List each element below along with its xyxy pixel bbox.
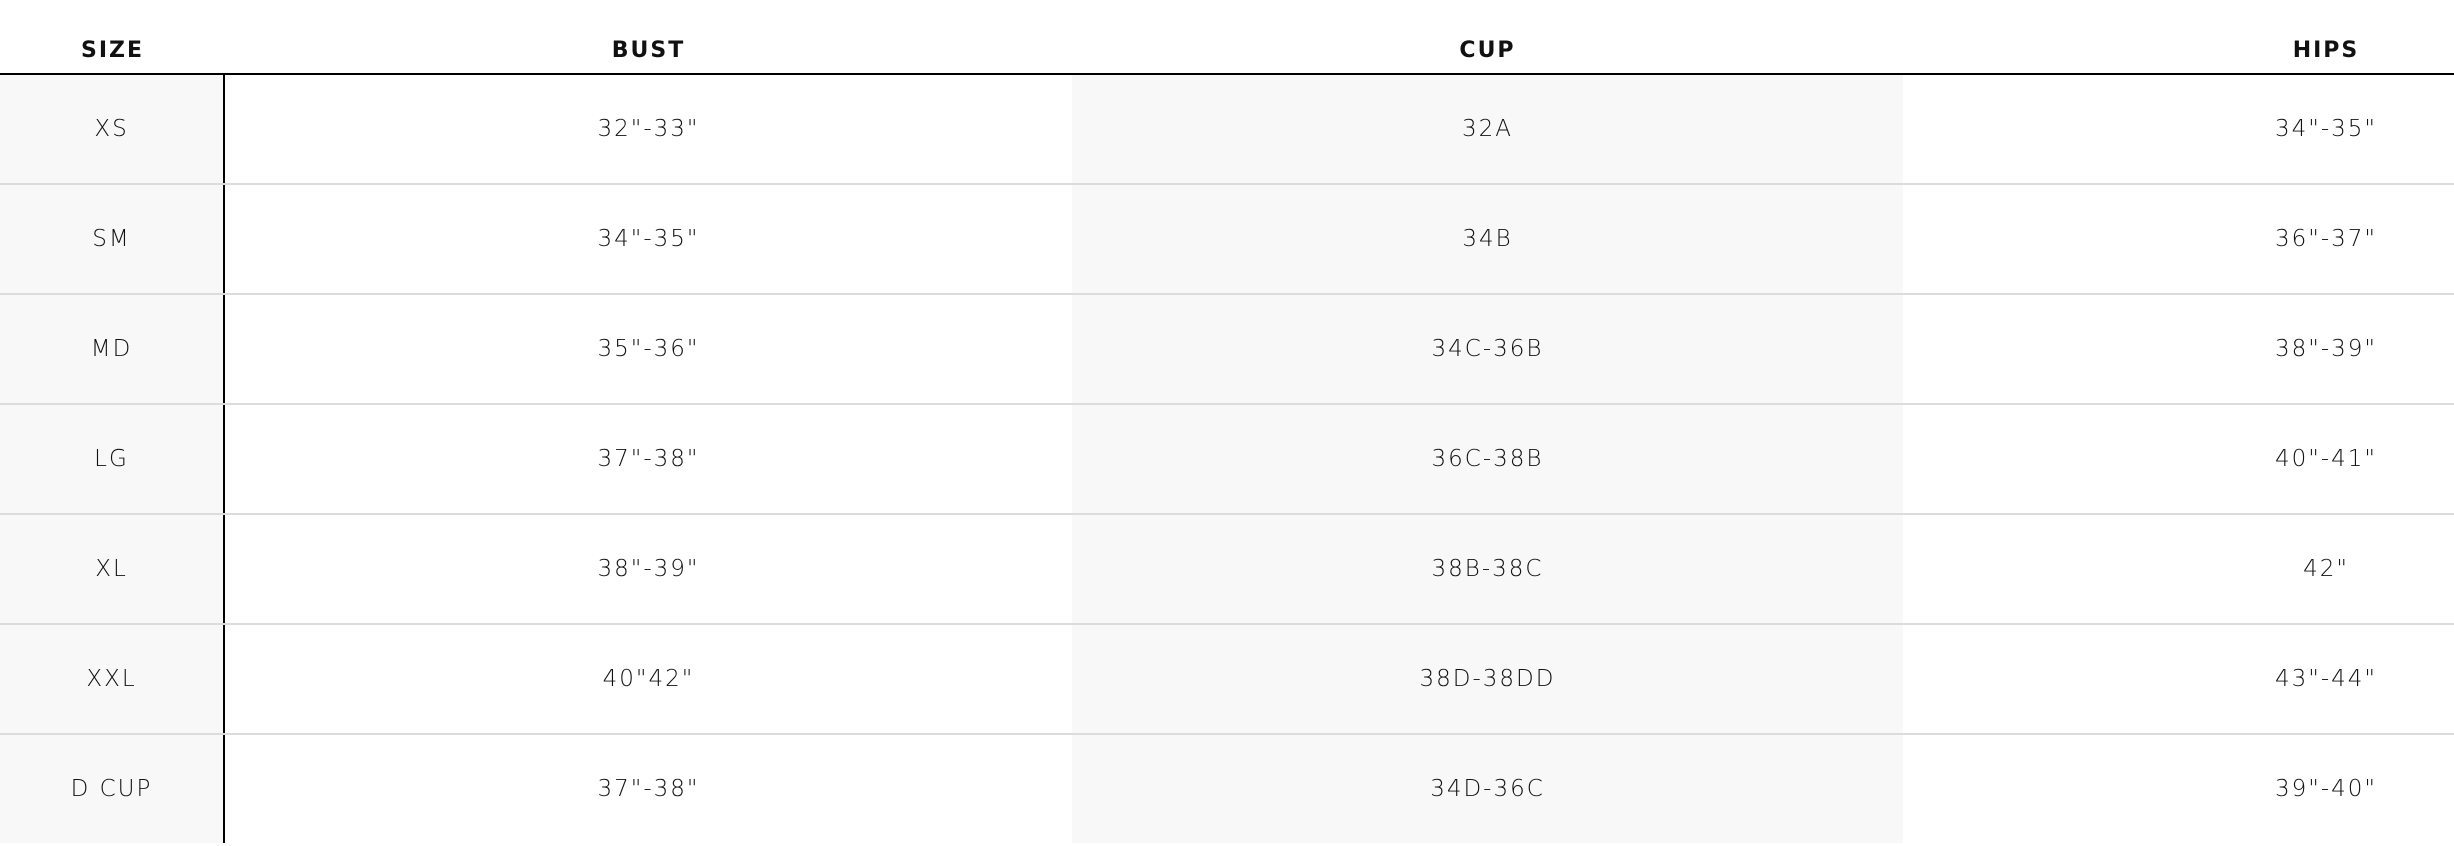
header-bust: BUST — [611, 38, 686, 63]
cup-cell: 32A — [1072, 75, 1903, 183]
hips-cell: 43"-44" — [2275, 666, 2377, 692]
table-row: XXL 40"42" 38D-38DD 43"-44" — [0, 623, 2454, 733]
bust-cell: 37"-38" — [597, 446, 700, 472]
cup-cell: 34D-36C — [1072, 735, 1903, 843]
header-size: SIZE — [80, 38, 144, 63]
header-hips: HIPS — [2292, 38, 2360, 63]
bust-cell: 38"-39" — [597, 556, 700, 582]
bust-cell: 34"-35" — [597, 226, 700, 252]
size-cell: D CUP — [0, 735, 225, 843]
hips-cell: 34"-35" — [2275, 116, 2377, 142]
table-row: D CUP 37"-38" 34D-36C 39"-40" — [0, 733, 2454, 843]
size-cell: XXL — [0, 625, 225, 733]
hips-cell: 38"-39" — [2275, 336, 2377, 362]
table-row: XS 32"-33" 32A 34"-35" — [0, 75, 2454, 183]
cup-cell: 34B — [1072, 185, 1903, 293]
size-cell: XS — [0, 75, 225, 183]
bust-cell: 32"-33" — [597, 116, 700, 142]
hips-cell: 39"-40" — [2275, 776, 2377, 802]
header-cup: CUP — [1459, 38, 1516, 63]
bust-cell: 35"-36" — [597, 336, 700, 362]
cup-cell: 38D-38DD — [1072, 625, 1903, 733]
size-cell: MD — [0, 295, 225, 403]
table-header: SIZE BUST CUP HIPS — [0, 0, 2454, 75]
bust-cell: 37"-38" — [597, 776, 700, 802]
bust-cell: 40"42" — [602, 666, 695, 692]
table-row: XL 38"-39" 38B-38C 42" — [0, 513, 2454, 623]
cup-cell: 38B-38C — [1072, 515, 1903, 623]
cup-cell: 36C-38B — [1072, 405, 1903, 513]
table-row: MD 35"-36" 34C-36B 38"-39" — [0, 293, 2454, 403]
hips-cell: 40"-41" — [2275, 446, 2377, 472]
hips-cell: 36"-37" — [2275, 226, 2377, 252]
cup-cell: 34C-36B — [1072, 295, 1903, 403]
size-cell: LG — [0, 405, 225, 513]
size-cell: SM — [0, 185, 225, 293]
hips-cell: 42" — [2303, 556, 2349, 582]
table-row: SM 34"-35" 34B 36"-37" — [0, 183, 2454, 293]
size-cell: XL — [0, 515, 225, 623]
table-row: LG 37"-38" 36C-38B 40"-41" — [0, 403, 2454, 513]
